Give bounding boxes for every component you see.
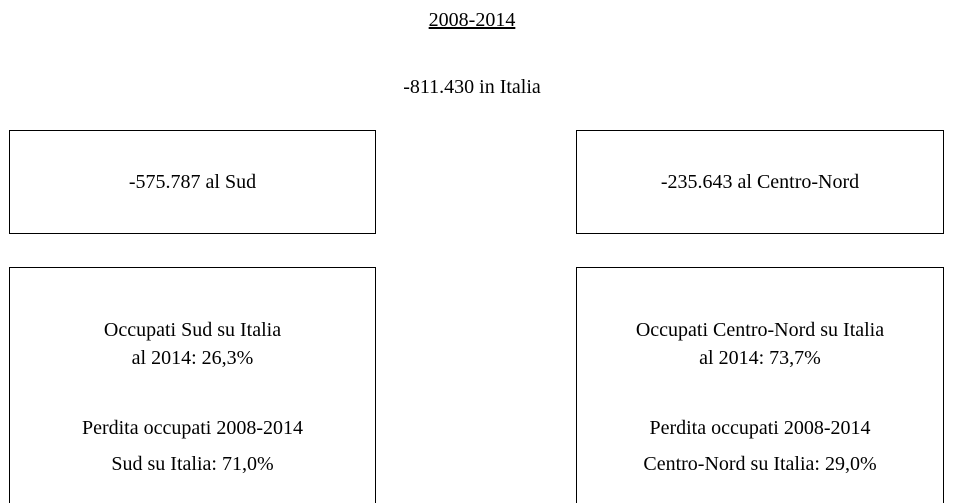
- summary-box: [9, 130, 376, 234]
- title: 2008-2014: [428, 9, 516, 31]
- detail-text: Perdita occupati 2008-2014: [649, 417, 871, 439]
- detail-text: Occupati Sud su Italia: [103, 319, 282, 341]
- detail-text: Sud su Italia: 71,0%: [111, 453, 274, 475]
- detail-text: al 2014: 73,7%: [699, 347, 821, 369]
- detail-text: Occupati Centro-Nord su Italia: [635, 319, 885, 341]
- detail-text: Centro-Nord su Italia: 29,0%: [643, 453, 877, 475]
- detail-text: al 2014: 26,3%: [131, 347, 254, 369]
- detail-text: Perdita occupati 2008-2014: [81, 417, 304, 439]
- summary-text: -575.787 al Sud: [128, 171, 257, 193]
- summary-box: [576, 130, 944, 234]
- subtitle: -811.430 in Italia: [403, 76, 541, 98]
- summary-text: -235.643 al Centro-Nord: [660, 171, 860, 193]
- detail-box: [576, 267, 944, 503]
- detail-box: [9, 267, 376, 503]
